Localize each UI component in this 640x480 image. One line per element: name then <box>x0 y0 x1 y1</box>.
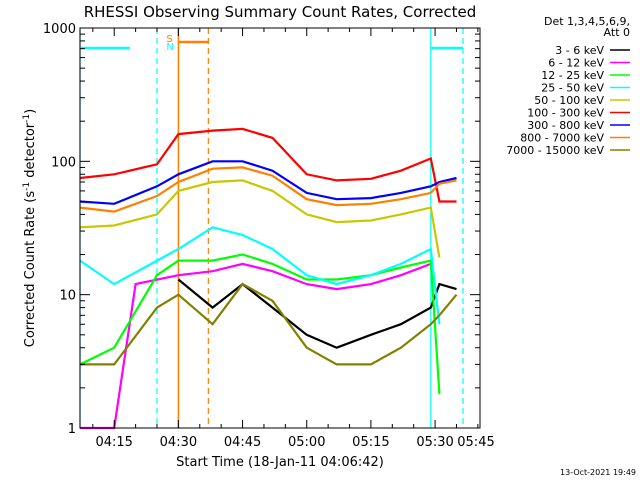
x-axis-label: Start Time (18-Jan-11 04:06:42) <box>176 455 384 470</box>
series-7000-15000keV <box>80 282 458 366</box>
series-100-300keV <box>79 127 457 203</box>
plot-frame <box>79 27 481 429</box>
legend-entry: 800 - 7000 keV <box>520 132 604 145</box>
series-800-7000keV <box>79 166 457 213</box>
legend-entry: 7000 - 15000 keV <box>506 144 604 157</box>
series-12-25keV <box>79 253 441 395</box>
x-tick-label: 05:15 <box>352 435 389 450</box>
y-axis-label-part: -1 <box>22 114 32 123</box>
y-tick-label: 10 <box>59 289 76 304</box>
legend-entry: 12 - 25 keV <box>541 69 604 82</box>
plot-area: SN <box>79 28 464 428</box>
y-axis-label: Corrected Count Rate (s-1 detector-1) <box>22 109 38 347</box>
legend-entry: 50 - 100 keV <box>534 94 604 107</box>
y-axis-label-part: Corrected Count Rate (s <box>23 191 38 348</box>
series-6-12keV <box>80 262 432 430</box>
x-tick-label: 05:30 <box>416 435 453 450</box>
series-300-800keV <box>79 160 457 205</box>
y-tick-label: 100 <box>51 155 76 170</box>
chart-title: RHESSI Observing Summary Count Rates, Co… <box>84 3 477 21</box>
axis-ticks: 04:15 04:30 04:45 05:00 05:15 05:30 05:45 1 10 10… <box>43 22 495 450</box>
series-50-100keV <box>79 179 441 258</box>
legend-header: Det 1,3,4,5,6,9, <box>544 15 630 28</box>
marker-n: N <box>166 42 173 53</box>
legend-entry: 100 - 300 keV <box>527 107 604 120</box>
legend-entry: 300 - 800 keV <box>527 119 604 132</box>
legend-entry: 25 - 50 keV <box>541 82 604 95</box>
y-axis-label-part: ) <box>23 109 38 114</box>
y-axis-label-part: -1 <box>22 182 32 191</box>
y-tick-label: 1000 <box>43 22 76 37</box>
x-tick-label: 05:00 <box>288 435 325 450</box>
legend-entry: 6 - 12 keV <box>548 57 604 70</box>
series-25-50keV <box>79 226 441 325</box>
y-tick-label: 1 <box>68 422 76 437</box>
x-tick-label: 05:45 <box>457 435 494 450</box>
x-tick-label: 04:45 <box>224 435 261 450</box>
x-tick-label: 04:30 <box>160 435 197 450</box>
y-axis-label-part: detector <box>23 122 38 182</box>
x-tick-label: 04:15 <box>95 435 132 450</box>
marker-s: S <box>166 34 172 45</box>
legend-entry: 3 - 6 keV <box>555 44 604 57</box>
timestamp-label: 13-Oct-2021 19:49 <box>560 468 636 477</box>
data-series <box>79 127 458 430</box>
legend-header: Att 0 <box>604 26 630 39</box>
